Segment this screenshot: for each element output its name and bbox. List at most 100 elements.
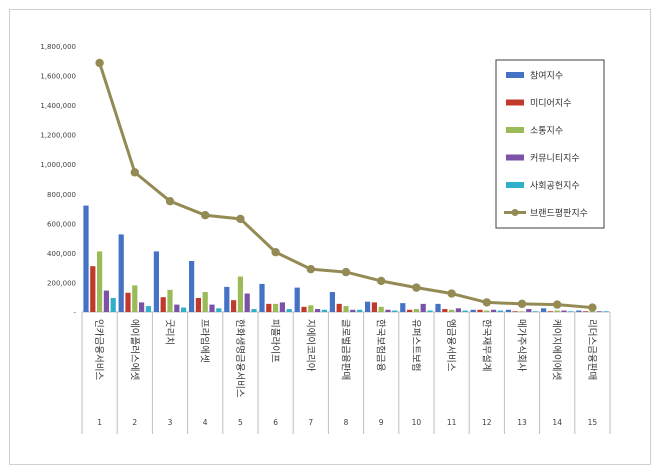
chart-frame: - 200,000 400,000 600,000 800,000 1,000,000 1,… bbox=[9, 9, 651, 465]
bar bbox=[321, 309, 327, 312]
bar bbox=[259, 283, 265, 312]
rank-label: 3 bbox=[168, 418, 173, 427]
y-tick-label: - bbox=[73, 309, 76, 317]
line-point bbox=[201, 211, 210, 220]
bar bbox=[491, 309, 497, 312]
bar bbox=[125, 292, 131, 312]
bar bbox=[231, 300, 237, 312]
category-label: 인카금융서비스 bbox=[93, 319, 104, 380]
bars bbox=[83, 205, 609, 312]
bar bbox=[286, 309, 292, 312]
bar bbox=[103, 290, 109, 312]
rank-label: 1 bbox=[97, 418, 102, 427]
bar bbox=[160, 297, 166, 312]
bar bbox=[224, 286, 230, 312]
legend-label: 커뮤니티지수 bbox=[530, 153, 580, 164]
bar bbox=[576, 310, 582, 312]
rank-label: 13 bbox=[517, 418, 527, 427]
bar bbox=[413, 309, 419, 312]
bar bbox=[554, 310, 560, 312]
bar bbox=[371, 302, 377, 312]
category-label: 프라임에셋 bbox=[199, 319, 211, 363]
line-point bbox=[165, 196, 175, 206]
category-label: 케이지에이에셋 bbox=[551, 319, 562, 380]
bar bbox=[603, 311, 609, 312]
bar bbox=[301, 306, 307, 312]
y-tick-label: 600,000 bbox=[47, 220, 76, 228]
bar bbox=[484, 310, 490, 312]
legend-swatch bbox=[506, 99, 524, 106]
rank-label: 5 bbox=[238, 418, 243, 427]
rank-label: 4 bbox=[203, 418, 208, 427]
x-labels: 인카금융서비스 1 에이플러스에셋 2 굿리치 3 프라임에셋 4 한화생명금융서비스 5 피플라이… bbox=[93, 319, 597, 427]
bar bbox=[497, 310, 503, 312]
bar bbox=[266, 303, 272, 312]
bar bbox=[189, 261, 195, 312]
bar bbox=[132, 285, 138, 312]
category-label: 지에이코리아 bbox=[304, 319, 315, 372]
rank-label: 14 bbox=[552, 418, 562, 427]
rank-label: 9 bbox=[379, 418, 384, 427]
bar bbox=[505, 309, 511, 312]
line-point bbox=[236, 214, 245, 224]
bar bbox=[442, 309, 448, 312]
y-tick-label: 1,400,000 bbox=[40, 102, 76, 110]
bar bbox=[365, 301, 371, 312]
rank-label: 15 bbox=[588, 418, 598, 427]
bar bbox=[449, 309, 455, 312]
bar bbox=[477, 309, 483, 312]
bar bbox=[526, 309, 532, 312]
category-label: 한화생명금융서비스 bbox=[234, 319, 245, 398]
line-point bbox=[517, 299, 527, 309]
rank-label: 8 bbox=[344, 418, 349, 427]
bar bbox=[568, 311, 574, 312]
bar bbox=[350, 309, 356, 312]
y-tick-label: 800,000 bbox=[47, 191, 76, 199]
y-tick-label: 1,000,000 bbox=[40, 161, 76, 169]
legend-label: 사회공헌지수 bbox=[530, 181, 580, 192]
line-point bbox=[341, 267, 351, 277]
category-label: 한국보험금융 bbox=[375, 319, 386, 372]
bar bbox=[202, 292, 208, 312]
category-label: 엠금융서비스 bbox=[445, 319, 457, 372]
bar bbox=[167, 289, 173, 312]
category-label: 한국재무설계 bbox=[480, 319, 492, 371]
bar bbox=[596, 311, 602, 312]
bar bbox=[110, 297, 116, 312]
y-tick-label: 400,000 bbox=[47, 250, 76, 258]
bar bbox=[145, 306, 151, 312]
bar bbox=[336, 303, 342, 312]
rank-label: 6 bbox=[273, 418, 278, 427]
bar bbox=[455, 308, 461, 312]
line-point bbox=[482, 298, 491, 307]
bar bbox=[392, 310, 398, 312]
bar bbox=[519, 311, 525, 312]
bar bbox=[400, 303, 406, 312]
bar bbox=[294, 287, 300, 312]
bar bbox=[279, 302, 285, 312]
bar bbox=[251, 309, 257, 312]
legend-line-marker bbox=[511, 209, 519, 216]
rank-label: 2 bbox=[132, 418, 137, 427]
bar bbox=[315, 309, 321, 312]
bar bbox=[209, 304, 215, 312]
chart-svg: - 200,000 400,000 600,000 800,000 1,000,000 1,… bbox=[40, 43, 611, 434]
line-point bbox=[306, 264, 315, 274]
category-label: 유퍼스트보험 bbox=[410, 319, 421, 371]
bar bbox=[407, 309, 413, 312]
bar bbox=[90, 266, 96, 312]
bar bbox=[427, 310, 433, 312]
bar bbox=[343, 306, 349, 312]
legend-swatch bbox=[506, 182, 524, 188]
legend-swatch bbox=[506, 154, 524, 161]
bar bbox=[435, 303, 441, 312]
y-tick-label: 200,000 bbox=[47, 279, 76, 287]
bar bbox=[244, 293, 250, 312]
bar bbox=[561, 310, 567, 312]
y-tick-label: 1,600,000 bbox=[40, 73, 76, 81]
category-label: 에이플러스에셋 bbox=[128, 319, 139, 380]
line-point bbox=[271, 247, 280, 257]
bar bbox=[237, 276, 243, 312]
line-point bbox=[553, 300, 562, 309]
